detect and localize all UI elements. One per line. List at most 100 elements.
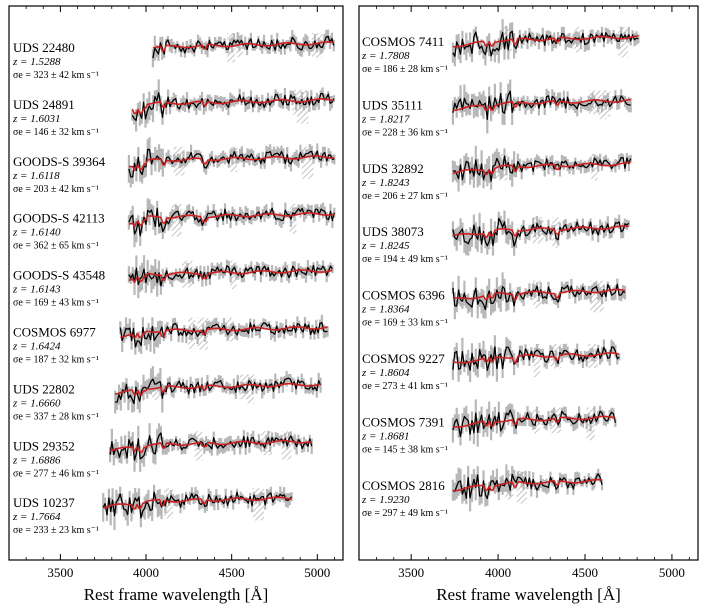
model-spectrum: [452, 225, 629, 239]
observed-spectrum: [452, 473, 603, 500]
dispersion-label: σe = 323 ± 42 km s⁻¹: [13, 70, 99, 81]
model-spectrum: [452, 352, 620, 364]
dispersion-label: σe = 337 ± 28 km s⁻¹: [13, 411, 99, 422]
masked-region: [591, 153, 598, 181]
galaxy-name: UDS 29352: [13, 438, 75, 453]
x-tick-label: 3500: [398, 565, 424, 580]
redshift-label: z = 1.6031: [12, 113, 60, 125]
x-tick-label: 5000: [659, 565, 685, 580]
observed-spectrum: [452, 283, 626, 311]
galaxy-name: COSMOS 9227: [362, 351, 445, 366]
model-spectrum: [452, 478, 603, 492]
redshift-label: z = 1.6660: [12, 397, 61, 409]
dispersion-label: σe = 277 ± 46 km s⁻¹: [13, 468, 99, 479]
dispersion-label: σe = 203 ± 42 km s⁻¹: [13, 184, 99, 195]
plot-frame: [358, 5, 699, 561]
model-spectrum: [120, 326, 328, 339]
redshift-label: z = 1.8604: [361, 367, 410, 379]
model-spectrum: [128, 269, 333, 284]
redshift-label: z = 1.9230: [361, 494, 410, 506]
dispersion-label: σe = 187 ± 32 km s⁻¹: [13, 355, 99, 366]
dispersion-label: σe = 194 ± 49 km s⁻¹: [362, 254, 448, 265]
redshift-label: z = 1.8217: [361, 113, 410, 125]
right-panel: 3500 4000 4500 5000 Rest frame wavelength [Å…: [358, 5, 699, 604]
masked-region: [252, 488, 264, 521]
galaxy-name: COSMOS 6977: [13, 325, 96, 340]
masked-region: [239, 374, 250, 400]
galaxy-name: GOODS-S 39364: [13, 154, 106, 169]
dispersion-label: σe = 145 ± 38 km s⁻¹: [362, 444, 448, 455]
model-spectrum: [152, 41, 334, 52]
error-band: [127, 198, 336, 248]
x-tick-label: 3500: [47, 565, 73, 580]
model-spectrum: [128, 212, 335, 228]
model-spectrum: [131, 98, 335, 115]
plot-frame: [8, 5, 344, 561]
redshift-label: z = 1.6424: [12, 341, 61, 353]
dispersion-label: σe = 362 ± 65 km s⁻¹: [13, 241, 99, 252]
galaxy-name: COSMOS 2816: [362, 478, 445, 493]
galaxy-name: UDS 32892: [362, 161, 424, 176]
masked-region: [618, 27, 628, 58]
observed-spectrum: [109, 432, 313, 461]
masked-region: [230, 146, 238, 172]
galaxy-name: UDS 22480: [13, 40, 75, 55]
galaxy-name: COSMOS 6396: [362, 288, 445, 303]
redshift-label: z = 1.8681: [361, 430, 409, 442]
dispersion-label: σe = 233 ± 23 km s⁻¹: [13, 525, 99, 536]
model-spectrum: [452, 161, 631, 175]
x-tick-label: 4500: [219, 565, 245, 580]
model-spectrum: [452, 98, 631, 112]
galaxy-name: UDS 35111: [362, 97, 423, 112]
redshift-label: z = 1.6143: [12, 284, 61, 296]
observed-spectrum: [452, 346, 620, 371]
dispersion-label: σe = 169 ± 33 km s⁻¹: [362, 318, 448, 329]
x-tick-label: 4000: [133, 565, 159, 580]
galaxy-name: UDS 24891: [13, 97, 75, 112]
observed-spectrum: [128, 148, 335, 178]
x-tick-label: 4000: [485, 565, 511, 580]
x-tick-label: 4500: [572, 565, 598, 580]
redshift-label: z = 1.6886: [12, 454, 61, 466]
dispersion-label: σe = 146 ± 32 km s⁻¹: [13, 127, 99, 138]
galaxy-name: COSMOS 7411: [362, 34, 444, 49]
model-spectrum: [452, 415, 616, 428]
error-band: [451, 464, 604, 512]
galaxy-name: COSMOS 7391: [362, 414, 445, 429]
redshift-label: z = 1.8245: [361, 240, 410, 252]
dispersion-label: σe = 169 ± 43 km s⁻¹: [13, 298, 99, 309]
masked-region: [533, 344, 541, 378]
observed-spectrum: [452, 90, 631, 121]
masked-region: [289, 203, 297, 234]
galaxy-name: UDS 22802: [13, 381, 75, 396]
masked-region: [171, 203, 182, 237]
model-spectrum: [109, 439, 312, 453]
x-tick-label: 5000: [304, 565, 330, 580]
masked-region: [301, 146, 314, 179]
galaxy-name: GOODS-S 42113: [13, 211, 105, 226]
observed-spectrum: [115, 377, 322, 405]
dispersion-label: σe = 206 ± 27 km s⁻¹: [362, 191, 448, 202]
model-spectrum: [114, 382, 321, 396]
redshift-label: z = 1.6118: [12, 170, 60, 182]
masked-region: [246, 374, 254, 404]
observed-spectrum: [102, 491, 293, 519]
masked-region: [590, 280, 599, 313]
